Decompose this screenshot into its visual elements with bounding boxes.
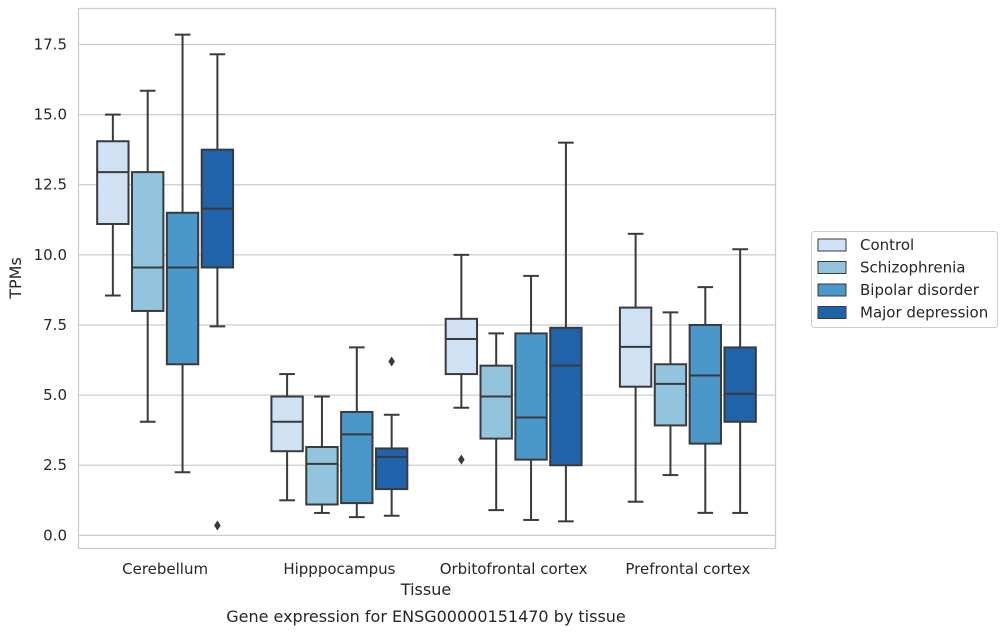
box-iqr (374, 447, 409, 491)
outlier-point (388, 356, 395, 367)
legend-swatch (817, 306, 847, 319)
y-tick-label: 17.5 (34, 35, 67, 53)
x-axis-ticks: Cerebellum Hipppocampus Orbitofrontal cort… (122, 560, 750, 578)
y-tick-label: 12.5 (34, 176, 67, 194)
legend-swatch (817, 261, 847, 274)
y-tick-label: 15.0 (34, 106, 67, 124)
legend-label: Schizophrenia (860, 259, 965, 277)
legend-label: Bipolar disorder (860, 281, 980, 299)
x-tick-label: Orbitofrontal cortex (440, 560, 588, 578)
box-iqr (723, 346, 757, 423)
plot-area-frame (77, 7, 777, 550)
box-iqr (549, 326, 583, 467)
box-iqr (688, 323, 722, 445)
box-series-group (96, 33, 757, 531)
box-iqr (270, 395, 304, 453)
legend-frame (811, 231, 998, 328)
x-axis-label: Tissue (400, 580, 451, 599)
y-tick-label: 2.5 (43, 456, 67, 474)
box-iqr (653, 363, 688, 427)
box-iqr (96, 140, 130, 225)
y-axis-ticks: 0.0 2.5 5.0 7.5 10.0 12.5 15.0 17.5 (34, 35, 67, 544)
box-iqr (340, 410, 374, 505)
box-iqr (444, 317, 479, 376)
x-tick-label: Cerebellum (122, 560, 208, 578)
y-tick-label: 10.0 (34, 246, 67, 264)
y-tick-label: 5.0 (43, 386, 67, 404)
box-iqr (165, 211, 200, 366)
y-tick-label: 7.5 (43, 316, 67, 334)
y-axis-label: TPMs (6, 257, 25, 300)
legend-label: Control (860, 236, 914, 254)
x-tick-label: Prefrontal cortex (625, 560, 750, 578)
box-iqr (479, 364, 513, 440)
y-tick-label: 0.0 (43, 526, 67, 544)
legend-swatch (817, 238, 847, 252)
x-tick-label: Hipppocampus (283, 560, 395, 578)
box-iqr (131, 171, 165, 312)
legend: Control Schizophrenia Bipolar disorder Majo… (811, 231, 998, 328)
outlier-point (458, 454, 465, 465)
box-iqr (514, 332, 548, 461)
legend-swatch (817, 283, 847, 297)
chart-caption: Gene expression for ENSG00000151470 by t… (226, 607, 626, 626)
box-iqr (305, 446, 339, 506)
outlier-point (214, 520, 221, 531)
legend-label: Major depression (860, 304, 988, 322)
